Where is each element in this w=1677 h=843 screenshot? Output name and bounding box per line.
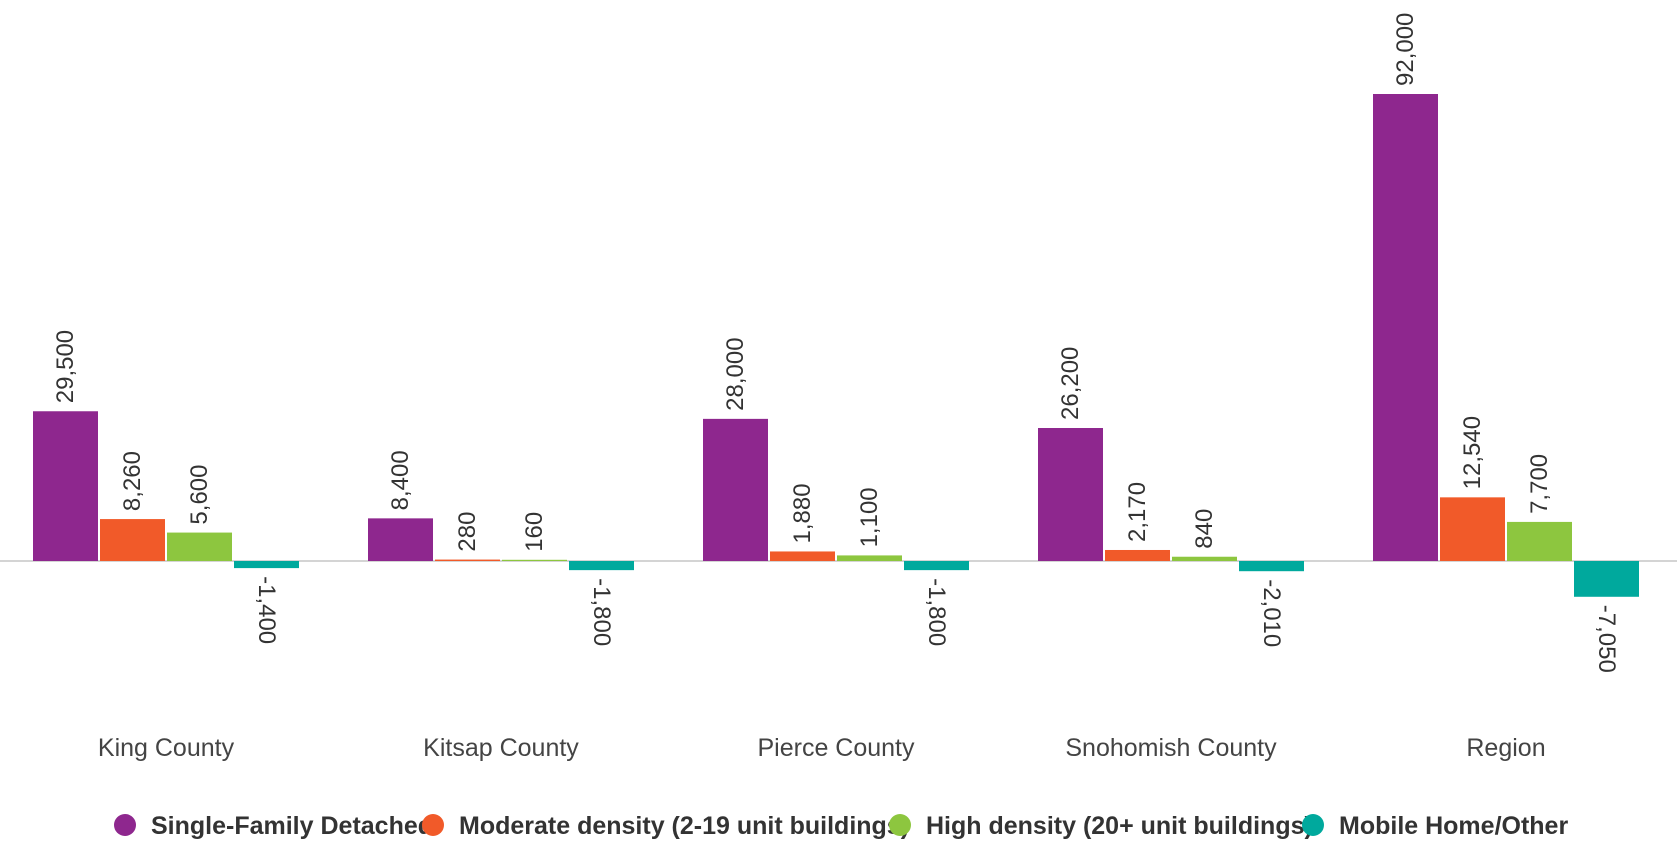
bar [703, 418, 768, 561]
bar [368, 518, 433, 561]
data-label: 5,600 [186, 465, 213, 525]
bar [1172, 556, 1237, 561]
bar [770, 551, 835, 561]
bar [569, 561, 634, 571]
x-tick-label: King County [98, 734, 235, 762]
legend-marker [889, 814, 911, 836]
bar [1507, 521, 1572, 561]
bar [234, 561, 299, 569]
data-label: 7,700 [1526, 454, 1553, 514]
data-label: -2,010 [1258, 579, 1285, 647]
data-label: 160 [521, 512, 548, 552]
data-label: -1,800 [588, 578, 615, 646]
data-label: -7,050 [1593, 605, 1620, 673]
bar [435, 559, 500, 561]
data-label: -1,800 [923, 578, 950, 646]
data-label: 8,400 [387, 450, 414, 510]
data-label: -1,400 [253, 576, 280, 644]
data-label: 12,540 [1459, 416, 1486, 489]
data-label: 280 [454, 512, 481, 552]
bar [502, 559, 567, 561]
bar [1373, 94, 1438, 561]
bar [33, 411, 98, 561]
bar [1574, 561, 1639, 597]
bar [837, 555, 902, 561]
legend-label: Moderate density (2-19 unit buildings) [459, 812, 909, 840]
bar [904, 561, 969, 571]
bar [167, 532, 232, 561]
data-label: 28,000 [722, 337, 749, 410]
x-tick-label: Snohomish County [1065, 734, 1277, 762]
data-label: 92,000 [1392, 13, 1419, 86]
x-tick-label: Kitsap County [423, 734, 579, 762]
data-label: 29,500 [52, 330, 79, 403]
legend-label: Mobile Home/Other [1339, 812, 1568, 840]
legend-marker [422, 814, 444, 836]
bar [1239, 561, 1304, 572]
data-label: 1,100 [856, 487, 883, 547]
data-label: 2,170 [1124, 482, 1151, 542]
data-label: 8,260 [119, 451, 146, 511]
x-tick-label: Region [1466, 734, 1545, 762]
x-tick-label: Pierce County [757, 734, 915, 762]
data-label: 1,880 [789, 483, 816, 543]
legend-marker [114, 814, 136, 836]
data-label: 26,200 [1057, 347, 1084, 420]
legend-label: High density (20+ unit buildings) [926, 812, 1313, 840]
bar [100, 519, 165, 561]
bar [1440, 497, 1505, 561]
legend-label: Single-Family Detached [151, 812, 433, 840]
bar [1038, 428, 1103, 561]
legend-marker [1302, 814, 1324, 836]
data-label: 840 [1191, 509, 1218, 549]
bar [1105, 549, 1170, 561]
